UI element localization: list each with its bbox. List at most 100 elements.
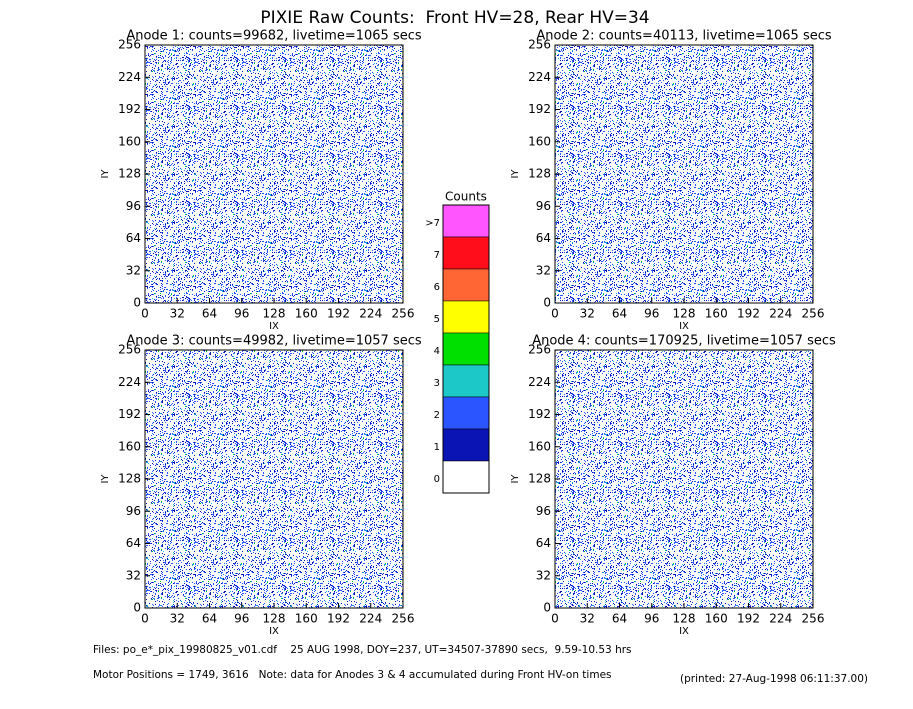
panel-title: Anode 2: counts=40113, livetime=1065 sec… [536, 29, 832, 44]
y-tick-label: 160 [118, 439, 141, 453]
y-tick-label: 224 [528, 375, 551, 389]
colorbar-swatch [442, 460, 490, 494]
x-tick-label: 224 [769, 307, 792, 321]
colorbar-swatch [442, 332, 490, 366]
x-tick-label: 96 [234, 307, 249, 321]
y-tick-label: 0 [543, 601, 551, 615]
colorbar-swatch [442, 364, 490, 398]
y-tick-label: 128 [528, 472, 551, 486]
image-area [144, 44, 404, 304]
x-tick-label: 160 [295, 307, 318, 321]
x-tick-label: 256 [392, 307, 415, 321]
x-tick-label: 256 [802, 307, 825, 321]
y-tick-label: 96 [126, 199, 141, 213]
panel-title: Anode 3: counts=49982, livetime=1057 sec… [126, 334, 422, 349]
x-tick-label: 0 [551, 612, 559, 626]
colorbar-swatch [442, 204, 490, 238]
x-tick-label: 160 [705, 612, 728, 626]
x-tick-label: 128 [263, 612, 286, 626]
colorbar-title: Counts [445, 190, 487, 204]
y-tick-label: 96 [536, 504, 551, 518]
x-axis-label: IX [679, 626, 689, 637]
y-tick-label: 192 [528, 407, 551, 421]
y-tick-label: 160 [528, 439, 551, 453]
y-tick-label: 32 [536, 263, 551, 277]
x-axis-label: IX [269, 626, 279, 637]
y-tick-label: 160 [118, 134, 141, 148]
y-tick-label: 256 [118, 38, 141, 52]
colorbar-swatch [442, 268, 490, 302]
x-tick-label: 160 [705, 307, 728, 321]
x-tick-label: 224 [359, 612, 382, 626]
y-tick-label: 64 [536, 536, 551, 550]
colorbar-label: 3 [434, 378, 440, 389]
colorbar-swatch [442, 300, 490, 334]
x-tick-label: 0 [141, 307, 149, 321]
x-tick-label: 0 [551, 307, 559, 321]
x-tick-label: 32 [170, 307, 185, 321]
colorbar-frame [442, 204, 490, 494]
y-tick-label: 192 [118, 407, 141, 421]
x-tick-label: 224 [769, 612, 792, 626]
y-tick-label: 256 [118, 343, 141, 357]
y-tick-label: 256 [528, 343, 551, 357]
y-tick-label: 64 [126, 231, 141, 245]
x-tick-label: 0 [141, 612, 149, 626]
y-tick-label: 32 [126, 568, 141, 582]
panel-title: Anode 1: counts=99682, livetime=1065 sec… [126, 29, 422, 44]
x-tick-label: 96 [644, 307, 659, 321]
x-tick-label: 32 [580, 307, 595, 321]
x-tick-label: 96 [644, 612, 659, 626]
x-axis-label: IX [679, 321, 689, 332]
x-tick-label: 128 [263, 307, 286, 321]
footer-files: Files: po_e*_pix_19980825_v01.cdf 25 AUG… [93, 644, 632, 656]
x-tick-label: 32 [170, 612, 185, 626]
y-tick-label: 160 [528, 134, 551, 148]
x-tick-label: 192 [737, 307, 760, 321]
y-axis-label: IY [510, 169, 521, 179]
y-tick-label: 256 [528, 38, 551, 52]
x-tick-label: 192 [327, 612, 350, 626]
y-tick-label: 96 [126, 504, 141, 518]
page-title: PIXIE Raw Counts: Front HV=28, Rear HV=3… [260, 8, 649, 28]
y-tick-label: 64 [126, 536, 141, 550]
footer-printed: (printed: 27-Aug-1998 06:11:37.00) [680, 673, 868, 685]
panel-title: Anode 4: counts=170925, livetime=1057 se… [532, 334, 836, 349]
colorbar-label: >7 [425, 218, 440, 229]
x-tick-label: 64 [202, 612, 217, 626]
y-tick-label: 64 [536, 231, 551, 245]
y-tick-label: 0 [133, 296, 141, 310]
y-tick-label: 128 [118, 472, 141, 486]
image-area [144, 349, 404, 609]
x-axis-label: IX [269, 321, 279, 332]
colorbar-swatch [442, 396, 490, 430]
x-tick-label: 160 [295, 612, 318, 626]
colorbar-label: 7 [434, 250, 440, 261]
x-tick-label: 64 [612, 307, 627, 321]
y-axis-label: IY [510, 474, 521, 484]
x-tick-label: 64 [202, 307, 217, 321]
colorbar-label: 5 [434, 314, 440, 325]
colorbar-label: 2 [434, 410, 440, 421]
colorbar-swatch [442, 236, 490, 270]
colorbar-label: 6 [434, 282, 440, 293]
y-tick-label: 0 [133, 601, 141, 615]
image-area [554, 44, 814, 304]
footer-motor: Motor Positions = 1749, 3616 Note: data … [93, 669, 612, 681]
colorbar-swatch [442, 428, 490, 462]
y-tick-label: 224 [118, 375, 141, 389]
colorbar-label: 4 [434, 346, 440, 357]
y-tick-label: 32 [536, 568, 551, 582]
x-tick-label: 224 [359, 307, 382, 321]
y-tick-label: 224 [528, 70, 551, 84]
y-axis-label: IY [100, 474, 111, 484]
y-tick-label: 0 [543, 296, 551, 310]
y-tick-label: 192 [118, 102, 141, 116]
y-tick-label: 128 [528, 167, 551, 181]
x-tick-label: 256 [802, 612, 825, 626]
x-tick-label: 192 [327, 307, 350, 321]
y-tick-label: 96 [536, 199, 551, 213]
x-tick-label: 128 [673, 307, 696, 321]
x-tick-label: 96 [234, 612, 249, 626]
